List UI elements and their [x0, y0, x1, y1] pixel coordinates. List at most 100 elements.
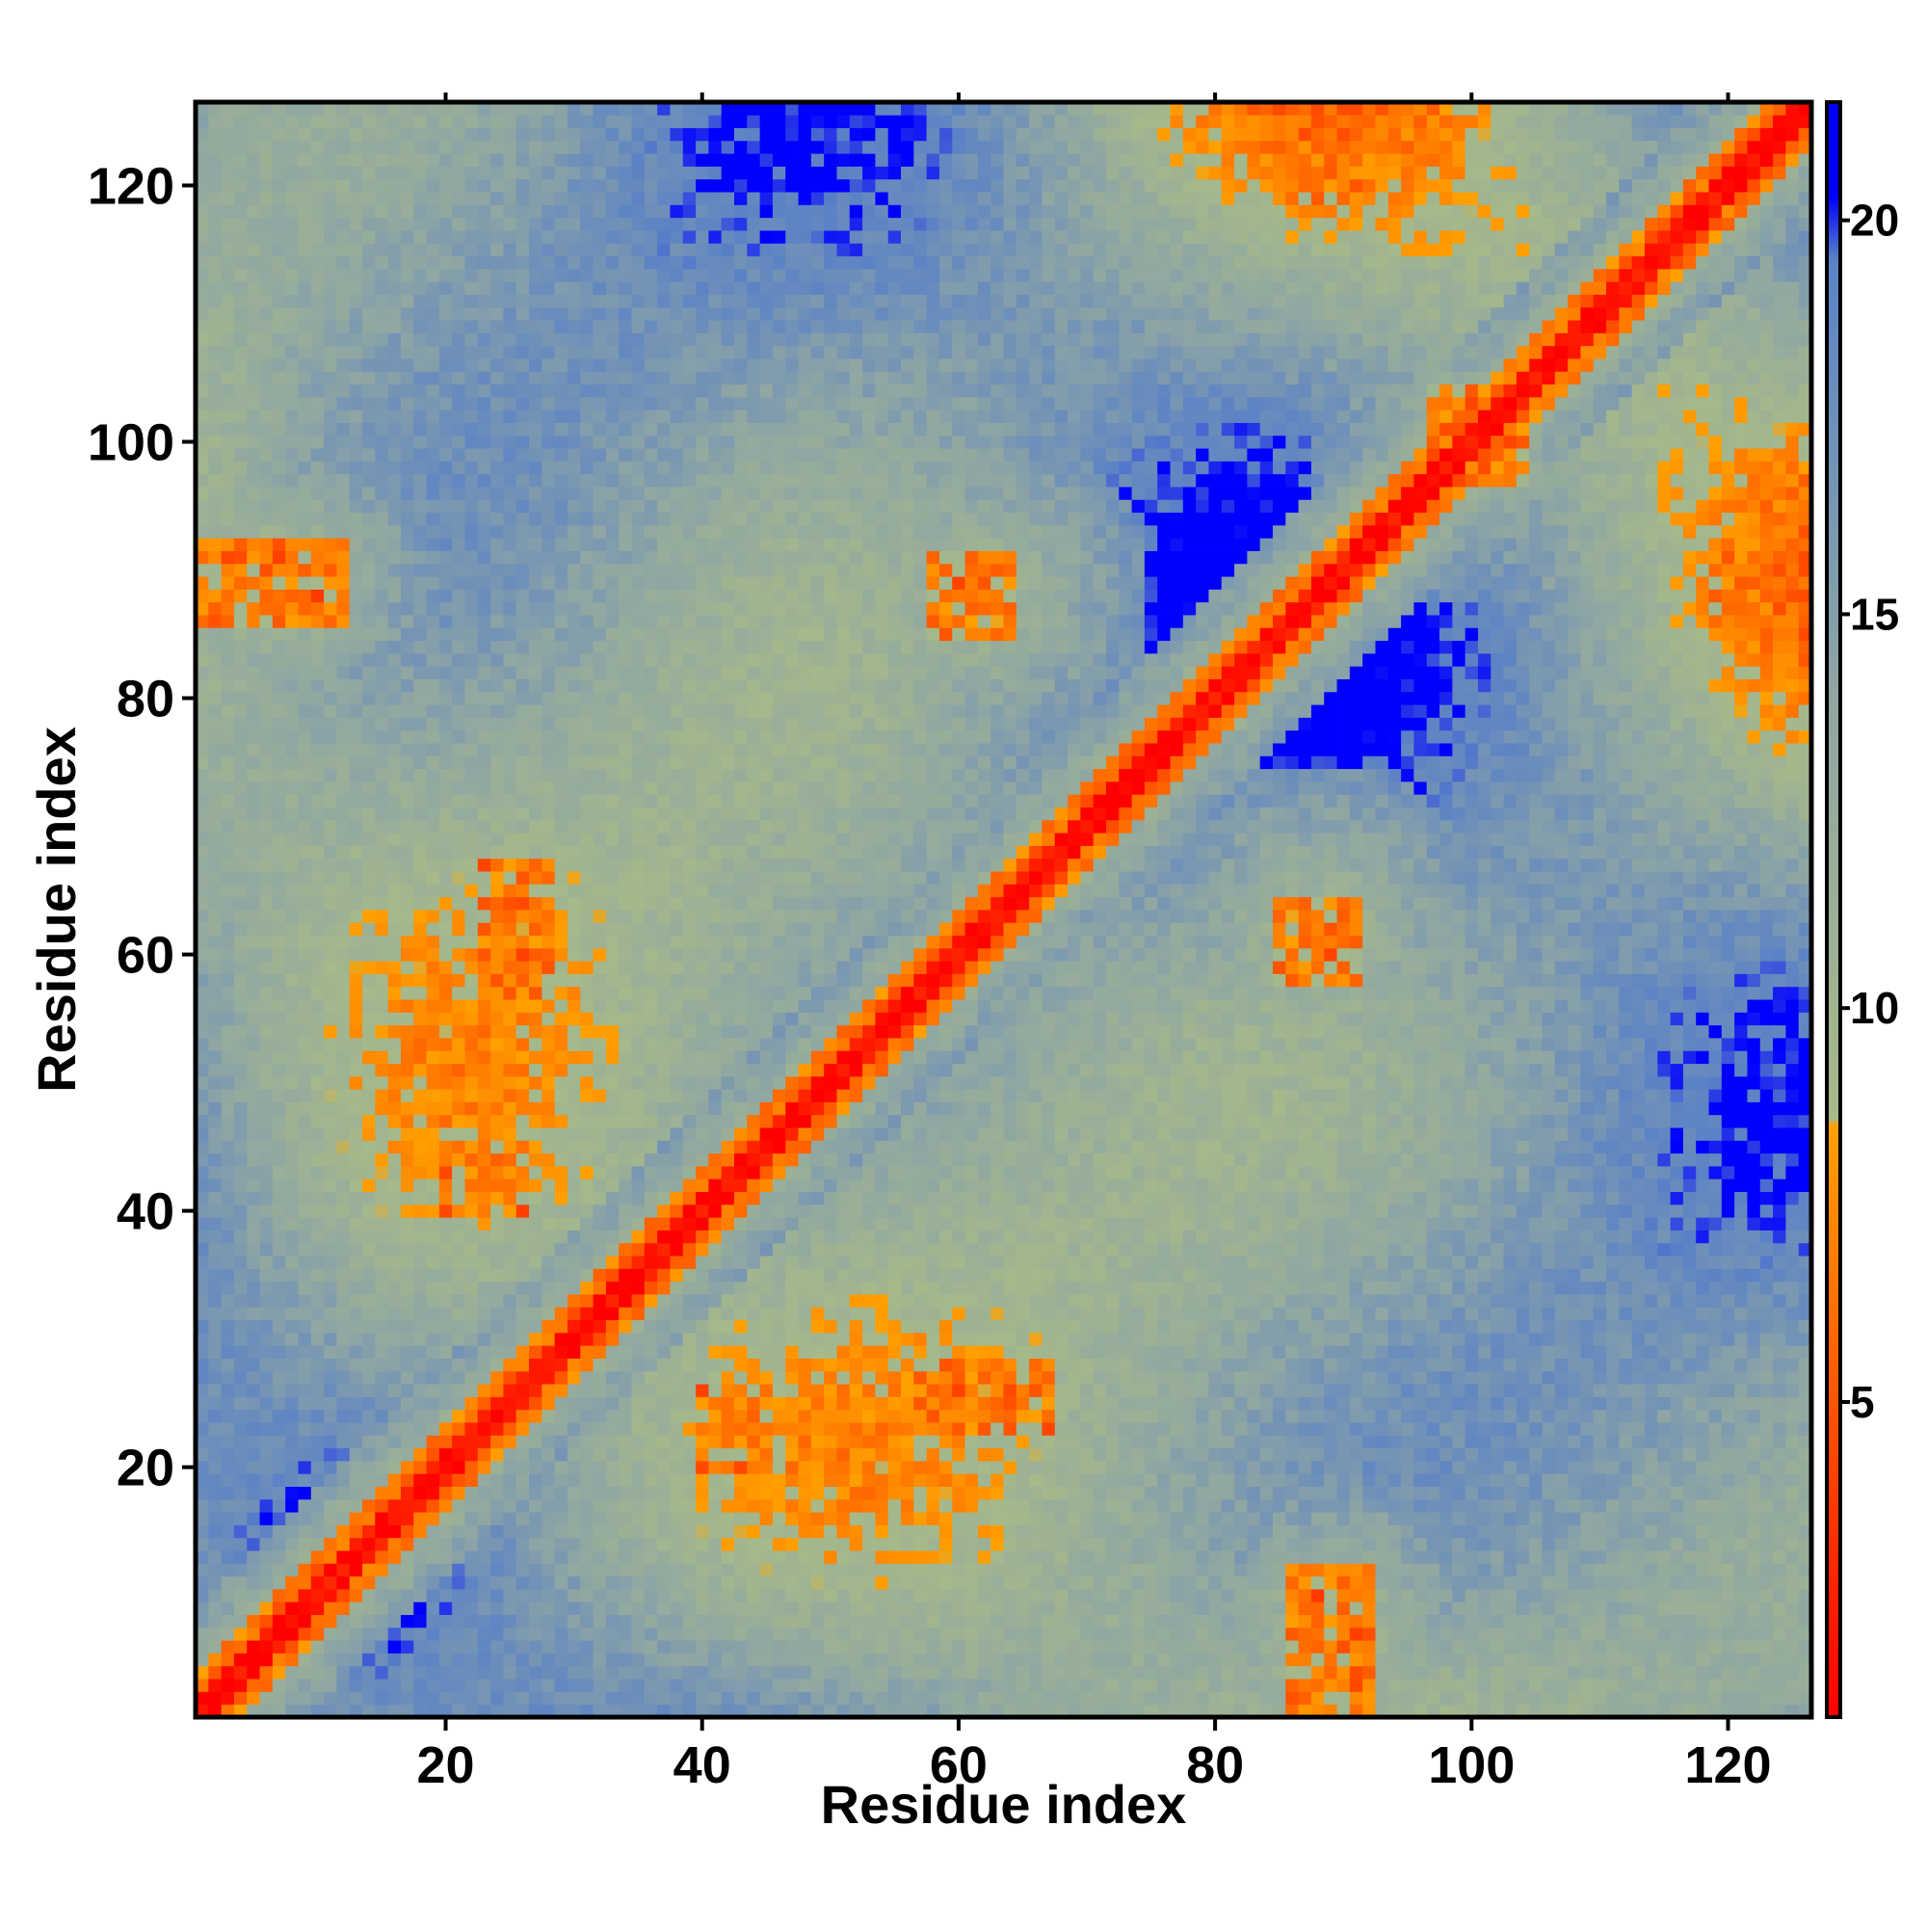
heatmap-cell: [336, 320, 351, 333]
heatmap-cell: [464, 833, 479, 846]
heatmap-cell: [272, 1140, 286, 1154]
heatmap-cell: [349, 986, 363, 1000]
heatmap-cell: [387, 858, 402, 872]
heatmap-cell: [682, 871, 697, 885]
heatmap-cell: [298, 819, 312, 834]
heatmap-cell: [593, 601, 607, 616]
heatmap-cell: [349, 884, 363, 898]
heatmap-cell: [298, 448, 312, 462]
heatmap-cell: [696, 1075, 709, 1090]
heatmap-cell: [657, 986, 671, 1000]
heatmap-cell: [477, 1307, 491, 1321]
heatmap-cell: [670, 1063, 684, 1077]
heatmap-cell: [580, 1152, 594, 1167]
heatmap-cell: [541, 884, 556, 898]
heatmap-cell: [247, 601, 260, 616]
heatmap-cell: [593, 896, 607, 911]
heatmap-cell: [375, 781, 389, 795]
heatmap-cell: [400, 1294, 414, 1308]
heatmap-cell: [221, 153, 235, 167]
heatmap-cell: [349, 153, 363, 167]
heatmap-cell: [657, 153, 671, 167]
heatmap-cell: [375, 858, 389, 872]
heatmap-cell: [196, 1498, 209, 1513]
heatmap-cell: [670, 1447, 684, 1462]
heatmap-cell: [349, 833, 363, 846]
heatmap-cell: [375, 999, 389, 1013]
heatmap-cell: [375, 499, 389, 514]
heatmap-cell: [619, 255, 632, 270]
heatmap-cell: [375, 922, 389, 936]
heatmap-cell: [285, 332, 299, 347]
heatmap-cell: [452, 947, 465, 962]
heatmap-cell: [413, 1345, 427, 1359]
heatmap-cell: [644, 640, 658, 654]
heatmap-cell: [477, 845, 491, 860]
heatmap-cell: [619, 1204, 632, 1218]
heatmap-cell: [233, 1653, 248, 1667]
heatmap-cell: [413, 768, 427, 782]
heatmap-cell: [272, 1550, 286, 1564]
heatmap-cell: [605, 1089, 620, 1102]
heatmap-cell: [657, 743, 671, 756]
heatmap-cell: [259, 178, 274, 193]
heatmap-cell: [310, 512, 325, 526]
heatmap-cell: [696, 1473, 709, 1487]
heatmap-cell: [208, 1409, 223, 1423]
heatmap-cell: [426, 589, 440, 603]
heatmap-cell: [208, 524, 223, 539]
heatmap-cell: [324, 833, 337, 846]
heatmap-cell: [670, 922, 684, 936]
heatmap-cell: [413, 217, 427, 231]
heatmap-cell: [285, 1665, 299, 1680]
heatmap-cell: [464, 153, 479, 167]
heatmap-cell: [670, 947, 684, 962]
heatmap-cell: [670, 1127, 684, 1141]
heatmap-cell: [298, 961, 312, 974]
heatmap-cell: [298, 1166, 312, 1179]
heatmap-cell: [324, 986, 337, 1000]
heatmap-cell: [362, 794, 376, 807]
heatmap-cell: [477, 729, 491, 744]
heatmap-cell: [490, 243, 504, 257]
heatmap-cell: [452, 1127, 465, 1141]
heatmap-cell: [670, 1422, 684, 1436]
heatmap-cell: [529, 1191, 542, 1205]
heatmap-cell: [298, 499, 312, 514]
heatmap-cell: [285, 1294, 299, 1308]
heatmap-cell: [619, 794, 632, 807]
heatmap-cell: [593, 243, 607, 257]
heatmap-cell: [438, 1152, 453, 1167]
heatmap-cell: [298, 1537, 312, 1551]
heatmap-cell: [221, 1640, 235, 1654]
heatmap-cell: [619, 281, 632, 295]
heatmap-cell: [336, 255, 351, 270]
heatmap-cell: [196, 1281, 209, 1295]
heatmap-cell: [272, 230, 286, 244]
heatmap-cell: [452, 1050, 465, 1065]
heatmap-cell: [670, 1114, 684, 1128]
heatmap-cell: [400, 1524, 414, 1539]
heatmap-cell: [619, 704, 632, 718]
heatmap-cell: [464, 448, 479, 462]
heatmap-cell: [324, 704, 337, 718]
heatmap-cell: [657, 1281, 671, 1295]
heatmap-cell: [196, 550, 209, 565]
heatmap-cell: [580, 1089, 594, 1102]
heatmap-cell: [221, 589, 235, 603]
heatmap-cell: [387, 910, 402, 923]
heatmap-cell: [541, 1242, 556, 1257]
heatmap-cell: [464, 1653, 479, 1667]
heatmap-cell: [196, 294, 209, 308]
heatmap-cell: [247, 1588, 260, 1602]
heatmap-cell: [375, 345, 389, 359]
heatmap-cell: [670, 1486, 684, 1500]
heatmap-cell: [554, 576, 568, 590]
heatmap-cell: [452, 1217, 465, 1231]
heatmap-cell: [670, 487, 684, 500]
heatmap-cell: [362, 1294, 376, 1308]
heatmap-cell: [387, 1063, 402, 1077]
heatmap-cell: [452, 243, 465, 257]
heatmap-cell: [298, 1370, 312, 1385]
heatmap-cell: [490, 1512, 504, 1525]
